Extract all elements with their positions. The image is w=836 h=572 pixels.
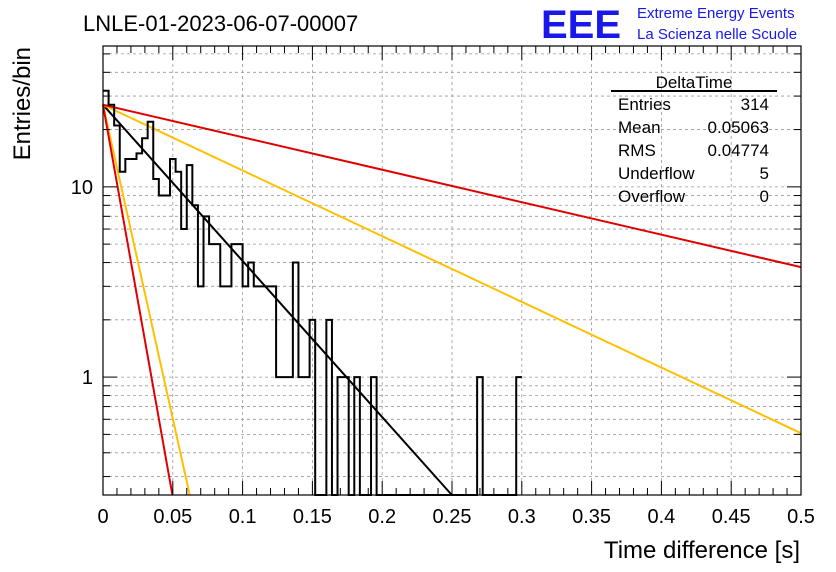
stats-value: 5 xyxy=(760,164,769,183)
fit-curves xyxy=(102,103,802,496)
eee-logo: EEE Extreme Energy Events La Scienza nel… xyxy=(541,3,797,47)
stats-box: DeltaTime Entries 314 Mean 0.05063 RMS 0.0477… xyxy=(611,73,777,206)
fit-curve xyxy=(102,104,453,496)
fit-curve xyxy=(102,103,802,269)
fit-curve xyxy=(102,104,174,496)
x-tick-label: 0.2 xyxy=(368,506,396,528)
x-tick-label: 0.1 xyxy=(229,506,257,528)
stats-value: 0 xyxy=(760,187,769,206)
x-tick-label: 0.05 xyxy=(153,506,192,528)
stats-value: 0.04774 xyxy=(708,141,769,160)
x-tick-label: 0 xyxy=(97,506,108,528)
stats-label: Underflow xyxy=(618,164,695,183)
stats-box-name: DeltaTime xyxy=(656,73,733,92)
grid xyxy=(103,46,801,495)
stats-label: Mean xyxy=(618,118,661,137)
stats-value: 314 xyxy=(741,95,769,114)
stats-label: Entries xyxy=(618,95,671,114)
tick-labels: 0 0.05 0.1 0.15 0.2 0.25 0.3 0.35 0.4 0.45 0.5 1 10 xyxy=(71,177,815,528)
axis-ticks xyxy=(102,46,802,495)
eee-logo-mark: EEE xyxy=(541,3,621,47)
x-tick-label: 0.4 xyxy=(647,506,675,528)
x-tick-label: 0.45 xyxy=(712,506,751,528)
y-tick-label: 1 xyxy=(82,367,93,389)
x-tick-label: 0.5 xyxy=(787,506,815,528)
fit-curve xyxy=(102,103,802,435)
run-title: LNLE-01-2023-06-07-00007 xyxy=(83,11,358,36)
stats-value: 0.05063 xyxy=(708,118,769,137)
x-axis-title: Time difference [s] xyxy=(604,537,800,564)
x-tick-label: 0.35 xyxy=(572,506,611,528)
y-axis-title: Entries/bin xyxy=(9,47,36,160)
stats-label: Overflow xyxy=(618,187,686,206)
logo-line-2: La Scienza nelle Scuole xyxy=(637,26,797,43)
stats-label: RMS xyxy=(618,141,656,160)
fit-curve xyxy=(102,104,191,496)
x-tick-label: 0.3 xyxy=(508,506,536,528)
x-tick-label: 0.25 xyxy=(433,506,472,528)
x-tick-label: 0.15 xyxy=(293,506,332,528)
logo-line-1: Extreme Energy Events xyxy=(637,5,795,22)
y-tick-label: 10 xyxy=(71,177,93,199)
